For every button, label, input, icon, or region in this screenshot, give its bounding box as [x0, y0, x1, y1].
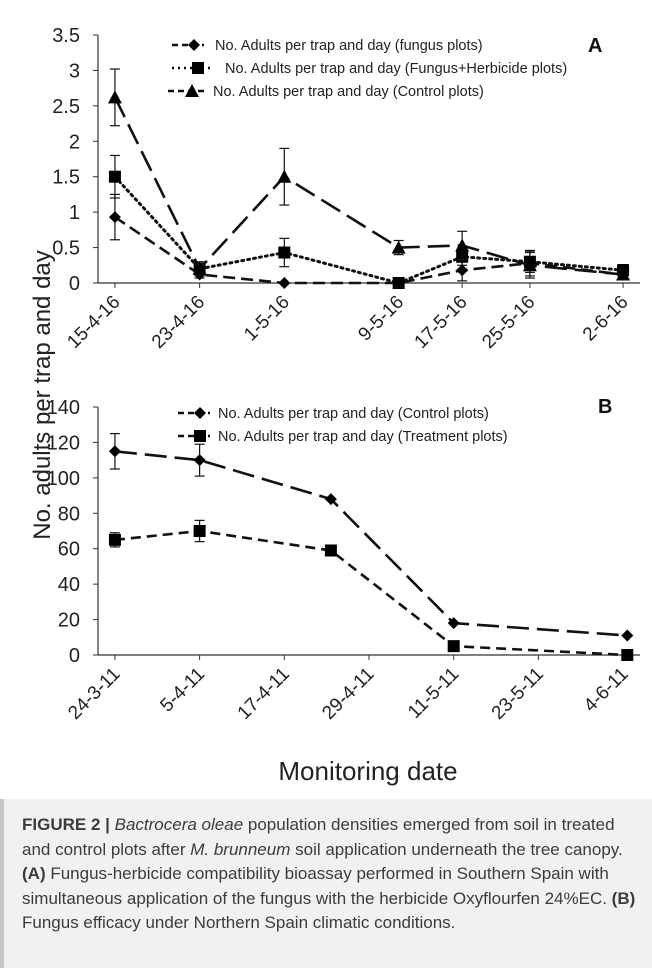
series-2 [108, 519, 634, 661]
x-tick-label: 15-4-16 [63, 292, 124, 353]
legend-label: No. Adults per trap and day (Treatment p… [218, 429, 508, 445]
y-tick-label: 0.5 [52, 238, 80, 260]
data-point [193, 454, 206, 467]
x-tick-label: 25-5-16 [478, 292, 539, 353]
caption-label-b: (B) [611, 888, 636, 908]
caption-label-a: (A) [22, 864, 46, 883]
series-line [114, 529, 628, 657]
x-tick-label: 24-3-11 [64, 664, 124, 724]
caption-figure-label: FIGURE 2 | [22, 815, 110, 834]
data-point [192, 261, 207, 275]
data-point [278, 277, 291, 289]
data-point [324, 493, 337, 506]
y-tick-label: 40 [58, 574, 80, 596]
y-tick-label: 1.5 [52, 167, 80, 189]
caption-fungus: M. brunneum [190, 839, 291, 859]
y-tick-label: 0 [69, 273, 80, 295]
legend-label: No. Adults per trap and day (Control plo… [218, 406, 489, 422]
data-point [108, 211, 121, 224]
y-tick-label: 120 [47, 432, 80, 454]
y-tick-label: 0 [69, 645, 80, 667]
data-point [522, 258, 537, 272]
series-line [113, 96, 624, 276]
caption-text-2: soil application underneath the tree can… [290, 839, 623, 859]
x-tick-label: 4-6-11 [580, 664, 633, 717]
data-point [616, 267, 631, 281]
x-tick-label: 29-4-11 [318, 664, 378, 724]
y-tick-label: 2 [69, 131, 80, 153]
y-tick-label: 20 [58, 610, 80, 632]
legend-item: No. Adults per trap and day (Control plo… [168, 84, 484, 100]
legend-label: No. Adults per trap and day (Control plo… [213, 84, 484, 100]
panel-label-b: B [598, 396, 612, 418]
chart-svg: No. adults per trap and day Monitoring da… [29, 25, 640, 786]
y-tick-label: 3.5 [52, 25, 80, 47]
data-point [108, 445, 121, 458]
caption-text-1: population densities emerged from soil i… [22, 815, 615, 859]
data-point [193, 525, 206, 537]
y-axis-title: No. adults per trap and day [29, 250, 56, 540]
figure-caption-box: FIGURE 2 | Bactrocera oleae population d… [0, 799, 652, 968]
y-tick-label: 140 [47, 397, 80, 419]
data-point [447, 617, 460, 630]
legend-marker [194, 407, 206, 419]
data-point [324, 544, 337, 557]
y-tick-label: 3 [69, 60, 80, 82]
x-tick-label: 5-4-11 [156, 664, 209, 717]
data-point [391, 240, 406, 254]
y-tick-label: 60 [58, 539, 80, 561]
series-line [114, 449, 628, 637]
panel-label-a: A [588, 35, 602, 57]
legend-marker [194, 430, 206, 442]
data-point [447, 640, 460, 653]
legend-item: No. Adults per trap and day (Fungus+Herb… [172, 61, 567, 77]
data-point [621, 629, 634, 642]
legend-label: No. Adults per trap and day (Fungus+Herb… [225, 61, 567, 77]
data-point [456, 264, 469, 277]
x-tick-label: 17-4-11 [234, 664, 294, 724]
series-3 [107, 68, 631, 281]
y-tick-label: 2.5 [52, 96, 80, 118]
y-tick-label: 80 [58, 503, 80, 525]
data-point [455, 238, 470, 252]
figure-caption: FIGURE 2 | Bactrocera oleae population d… [22, 813, 644, 936]
data-point [278, 246, 291, 259]
caption-species: Bactrocera oleae [114, 815, 244, 834]
x-tick-label: 23-4-16 [148, 292, 209, 353]
data-point [108, 533, 121, 546]
figure: No. adults per trap and day Monitoring da… [29, 25, 640, 786]
data-point [107, 90, 122, 104]
y-tick-label: 1 [69, 202, 80, 224]
caption-text-a: Fungus-herbicide compatibility bioassay … [22, 864, 612, 908]
caption-text-b: Fungus efficacy under Northern Spain cli… [22, 913, 456, 932]
chart-panel-a: 0 0.5 1 1.5 2 2.5 3 3.5 15-4-16 23-4-16 1-5-16 9-5-… [52, 25, 640, 353]
data-point [392, 277, 405, 289]
legend-marker [185, 84, 199, 97]
x-tick-label: 17-5-16 [411, 292, 472, 353]
x-tick-label: 2-6-16 [579, 292, 633, 346]
chart-panel-b: 0 20 40 60 80 100 120 140 24-3-11 5-4-11 17-4-11 29… [47, 396, 640, 724]
x-tick-label: 23-5-11 [488, 664, 548, 724]
legend-item: No. Adults per trap and day (fungus plot… [172, 38, 483, 54]
series-2 [108, 154, 630, 289]
series-1 [108, 432, 634, 642]
data-point [108, 170, 121, 183]
y-tick-label: 100 [47, 468, 80, 490]
legend-marker [192, 62, 204, 74]
legend-label: No. Adults per trap and day (fungus plot… [215, 38, 483, 54]
data-point [621, 649, 634, 661]
x-tick-label: 9-5-16 [354, 292, 408, 346]
x-tick-label: 11-5-11 [404, 664, 463, 723]
x-axis-title: Monitoring date [278, 756, 457, 786]
data-point [277, 169, 292, 183]
legend-item: No. Adults per trap and day (Control plo… [178, 406, 489, 422]
x-tick-label: 1-5-16 [240, 292, 294, 346]
legend-item: No. Adults per trap and day (Treatment p… [178, 429, 508, 445]
legend-marker [188, 39, 200, 51]
